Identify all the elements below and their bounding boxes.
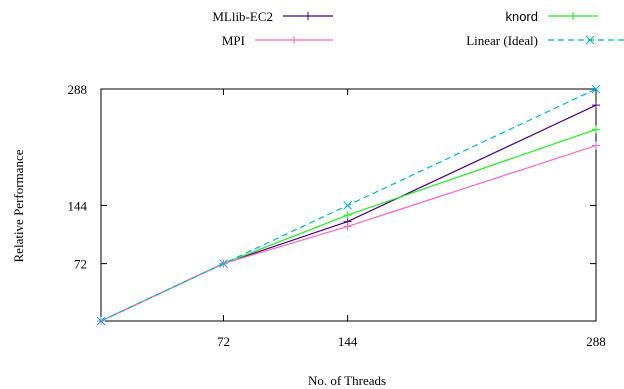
legend: MLlib-EC2 MPI knord Linear (Ideal) (212, 9, 624, 48)
x-tick-label: 144 (338, 334, 358, 349)
data-point-mpi (592, 141, 600, 150)
legend-label-knord: knord (505, 9, 538, 24)
y-tick-label: 288 (68, 82, 88, 97)
series-knord (97, 125, 600, 325)
series-mllib-ec2 (97, 101, 600, 325)
x-axis-title: No. of Threads (308, 373, 386, 388)
legend-marker-mllib-ec2 (304, 12, 312, 20)
x-tick-label: 288 (586, 334, 606, 349)
series-line-mpi (100, 145, 597, 322)
data-point-knord (592, 125, 600, 134)
series-line-linear-ideal (100, 88, 597, 322)
axis-ticks: 72 144 288 72 144 288 (68, 82, 606, 349)
legend-label-linear-ideal: Linear (Ideal) (466, 33, 538, 48)
y-tick-label: 72 (74, 257, 87, 272)
data-point-mpi (343, 222, 352, 231)
x-tick-label: 72 (217, 334, 230, 349)
series-linear-ideal (96, 84, 601, 326)
legend-marker-knord (569, 12, 577, 20)
data-point-linear-ideal (96, 316, 106, 326)
legend-marker-linear-ideal (585, 35, 595, 45)
data-point-linear-ideal (591, 84, 601, 94)
data-point-knord (343, 211, 352, 220)
legend-marker-mpi (290, 36, 298, 44)
data-point-linear-ideal (343, 201, 352, 210)
series-mpi (97, 141, 600, 325)
y-axis-title: Relative Performance (11, 149, 26, 262)
series-layer (96, 84, 601, 326)
series-line-knord (100, 128, 597, 322)
data-point-linear-ideal (219, 259, 228, 268)
legend-label-mpi: MPI (222, 33, 245, 48)
legend-label-mllib-ec2: MLlib-EC2 (212, 9, 273, 24)
data-point-mllib-ec2 (592, 101, 600, 110)
y-tick-label: 144 (68, 198, 88, 213)
series-line-mllib-ec2 (100, 104, 597, 322)
